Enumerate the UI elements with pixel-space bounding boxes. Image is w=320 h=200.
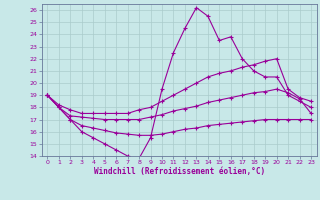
X-axis label: Windchill (Refroidissement éolien,°C): Windchill (Refroidissement éolien,°C) [94,167,265,176]
